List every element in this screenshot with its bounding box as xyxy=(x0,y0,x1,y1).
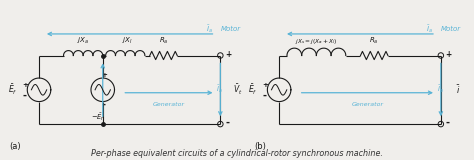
Text: -: - xyxy=(446,118,450,128)
Text: -: - xyxy=(225,118,229,128)
Text: $\bar{I}_a$: $\bar{I}_a$ xyxy=(206,23,212,35)
Text: -: - xyxy=(23,91,27,101)
Text: $\bar{E}_f$: $\bar{E}_f$ xyxy=(8,83,18,97)
Text: $R_a$: $R_a$ xyxy=(159,36,168,46)
Text: +: + xyxy=(262,82,268,88)
Text: $\bar{I}_a$: $\bar{I}_a$ xyxy=(426,23,433,35)
Text: Motor: Motor xyxy=(441,26,461,32)
Text: -: - xyxy=(263,91,267,101)
Text: (a): (a) xyxy=(9,142,21,151)
Text: $\bar{E}_f$: $\bar{E}_f$ xyxy=(248,83,257,97)
Text: $\bar{i}$: $\bar{i}$ xyxy=(456,83,461,96)
Text: +: + xyxy=(446,50,452,59)
Text: Per-phase equivalent circuits of a cylindrical-rotor synchronous machine.: Per-phase equivalent circuits of a cylin… xyxy=(91,149,383,158)
Text: (b): (b) xyxy=(255,142,266,151)
Text: $\bar{I}_a$: $\bar{I}_a$ xyxy=(217,83,223,95)
Text: $\bar{I}_a$: $\bar{I}_a$ xyxy=(437,83,444,95)
Text: $jX_a$: $jX_a$ xyxy=(77,36,89,46)
Text: $-\bar{E}_r$: $-\bar{E}_r$ xyxy=(91,111,105,123)
Text: +: + xyxy=(22,82,28,88)
Text: $jX_l$: $jX_l$ xyxy=(122,36,133,46)
Text: +: + xyxy=(225,50,231,59)
Text: $R_a$: $R_a$ xyxy=(369,36,379,46)
Text: Generator: Generator xyxy=(153,102,185,107)
Text: $jX_s = j(X_a + X_l)$: $jX_s = j(X_a + X_l)$ xyxy=(295,37,338,46)
Text: Generator: Generator xyxy=(351,102,383,107)
Text: Motor: Motor xyxy=(220,26,240,32)
Text: -: - xyxy=(102,100,106,109)
Text: $\bar{V}_t$: $\bar{V}_t$ xyxy=(233,83,243,97)
Text: +: + xyxy=(101,72,107,78)
